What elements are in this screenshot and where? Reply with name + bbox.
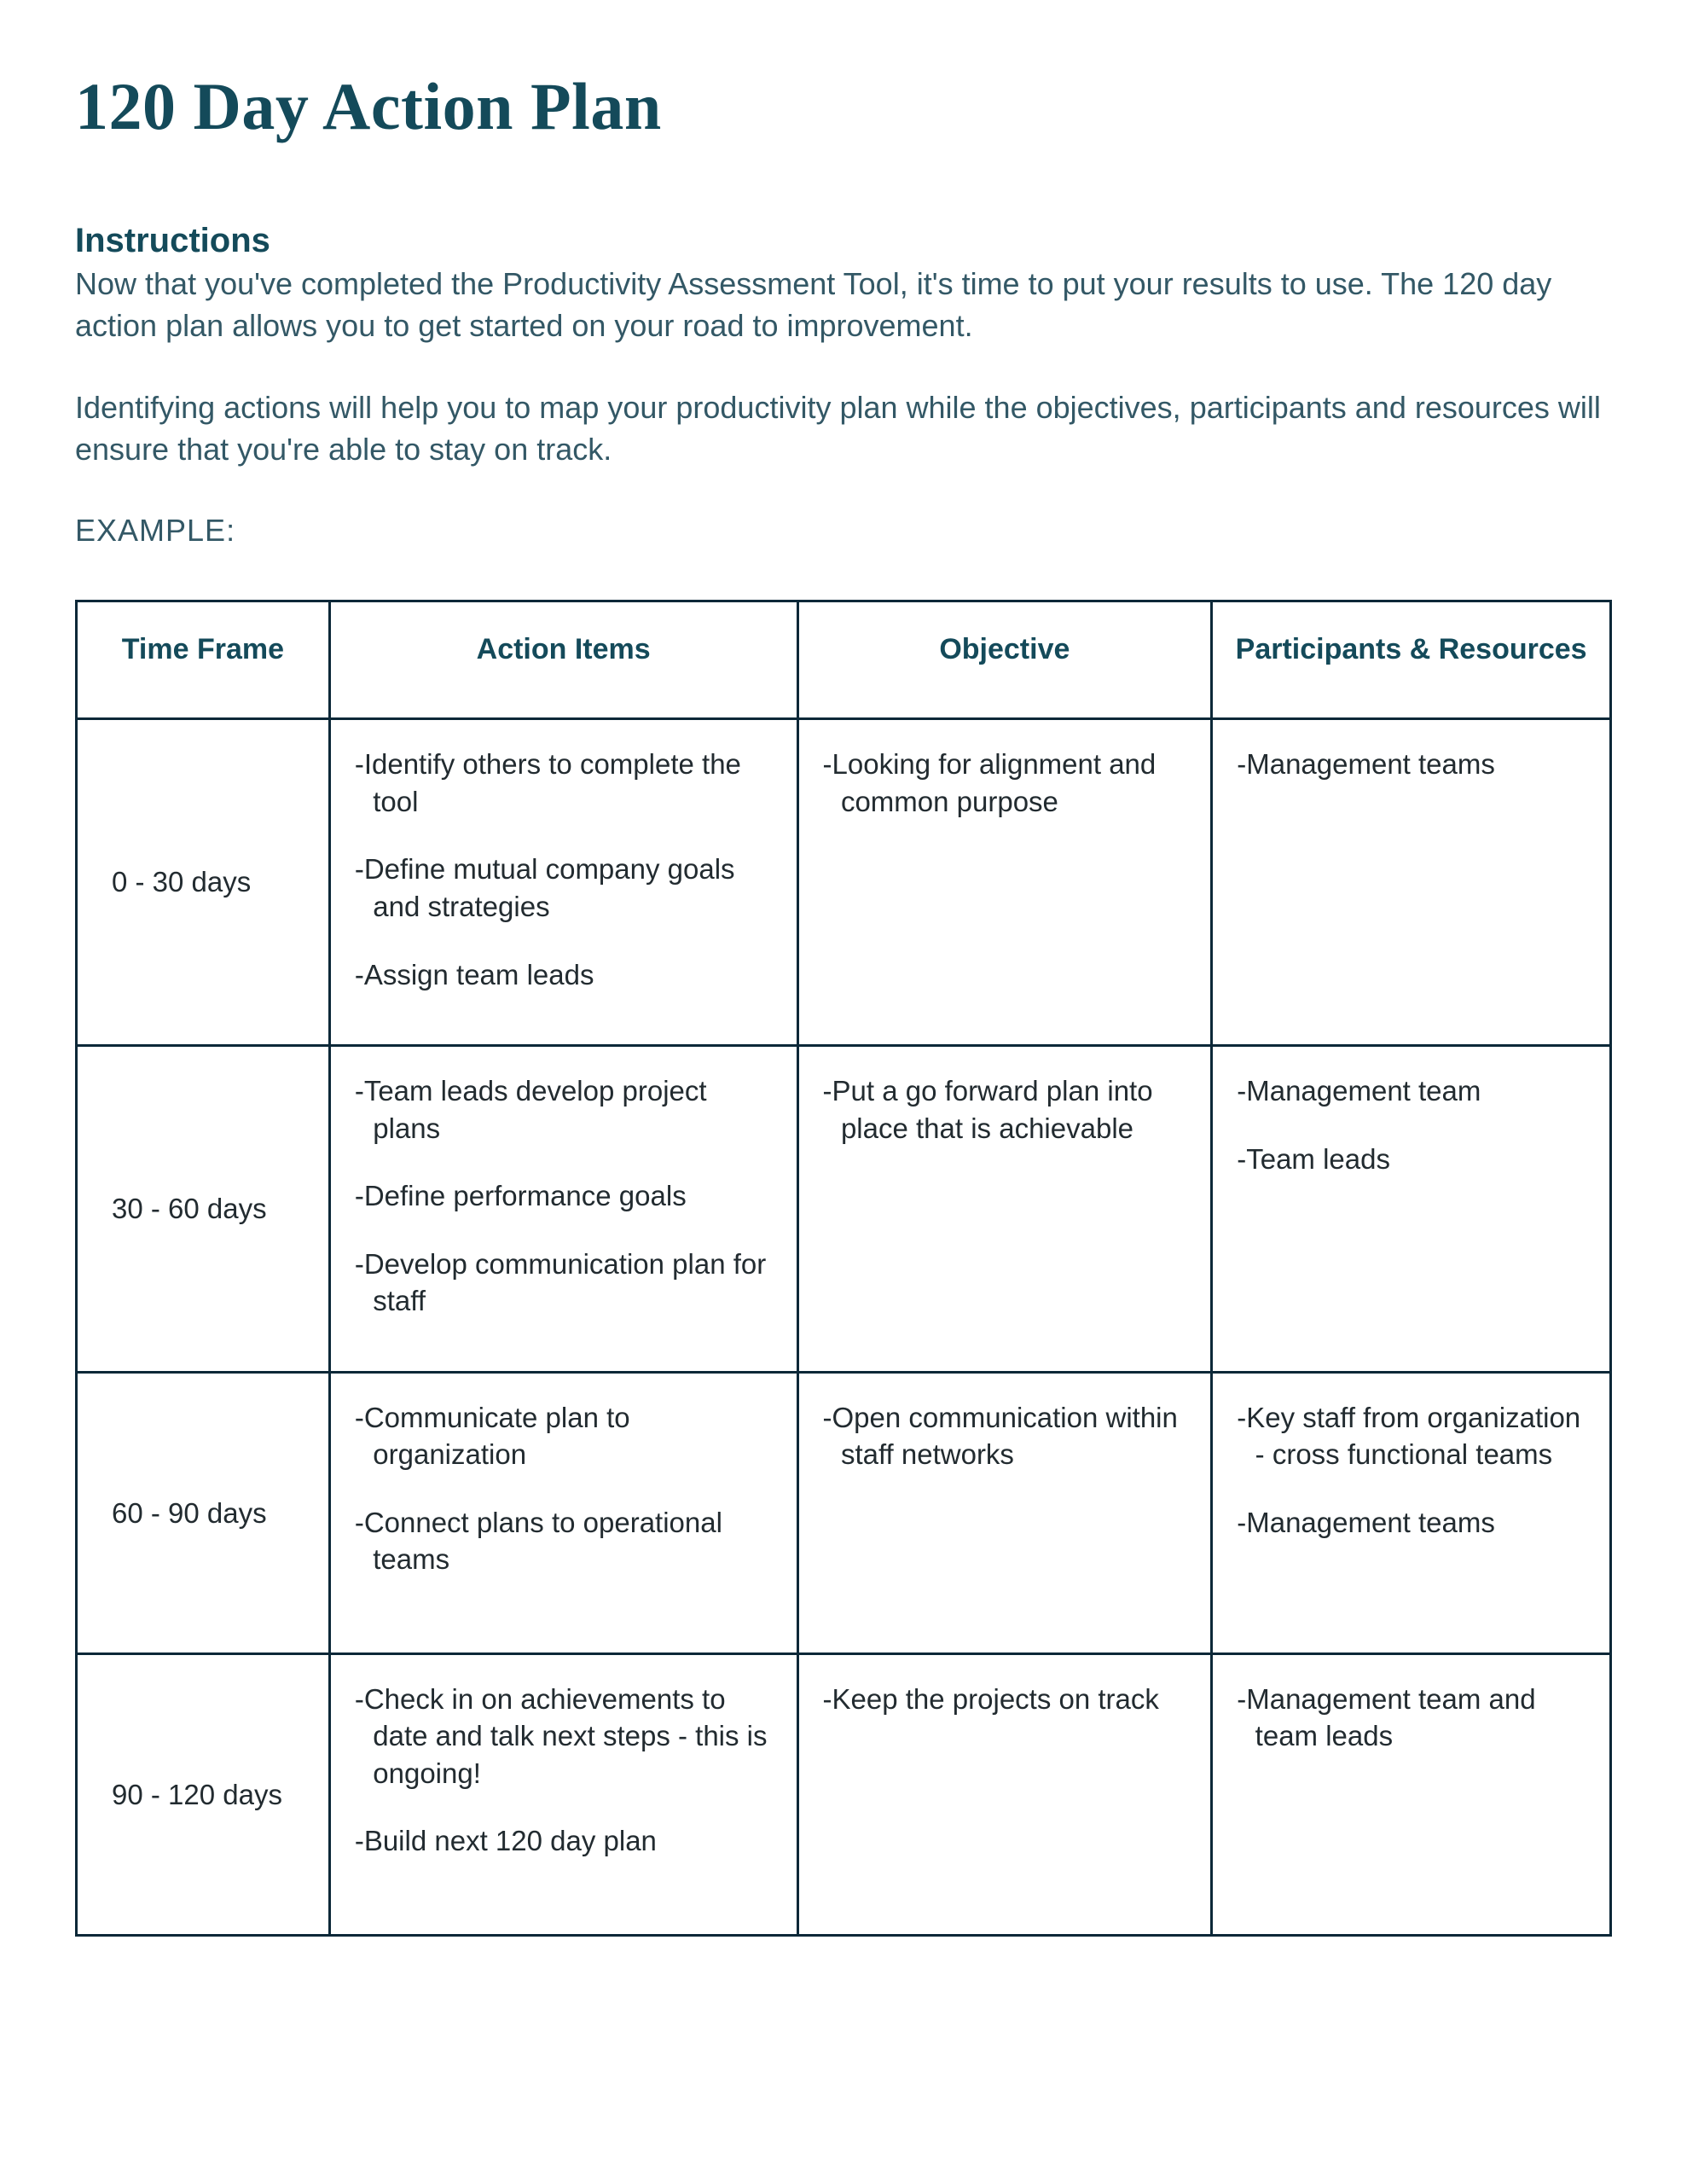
document-page: 120 Day Action Plan Instructions Now tha… bbox=[0, 0, 1687, 2184]
list-item: -Assign team leads bbox=[355, 956, 773, 994]
col-header-action-items: Action Items bbox=[329, 601, 797, 719]
cell-timeframe: 90 - 120 days bbox=[77, 1653, 330, 1935]
instructions-body: Now that you've completed the Productivi… bbox=[75, 264, 1612, 470]
list-item: -Define mutual company goals and strateg… bbox=[355, 851, 773, 925]
cell-participants: -Key staff from organization - cross fun… bbox=[1212, 1372, 1611, 1653]
cell-action-items: -Check in on achievements to date and ta… bbox=[329, 1653, 797, 1935]
page-title: 120 Day Action Plan bbox=[75, 68, 1612, 145]
table-row: 60 - 90 days-Communicate plan to organiz… bbox=[77, 1372, 1611, 1653]
action-plan-table: Time Frame Action Items Objective Partic… bbox=[75, 600, 1612, 1936]
table-header-row: Time Frame Action Items Objective Partic… bbox=[77, 601, 1611, 719]
list-item: -Connect plans to operational teams bbox=[355, 1504, 773, 1578]
col-header-participants: Participants & Resources bbox=[1212, 601, 1611, 719]
cell-timeframe: 0 - 30 days bbox=[77, 719, 330, 1046]
cell-action-items: -Team leads develop project plans -Define… bbox=[329, 1046, 797, 1373]
list-item: -Identify others to complete the tool bbox=[355, 746, 773, 820]
list-item: -Looking for alignment and common purpos… bbox=[823, 746, 1187, 820]
cell-objective: -Keep the projects on track bbox=[797, 1653, 1212, 1935]
cell-action-items: -Identify others to complete the tool -De… bbox=[329, 719, 797, 1046]
table-row: 90 - 120 days-Check in on achievements t… bbox=[77, 1653, 1611, 1935]
list-item: -Build next 120 day plan bbox=[355, 1822, 773, 1860]
list-item: -Put a go forward plan into place that i… bbox=[823, 1072, 1187, 1147]
list-item: -Develop communication plan for staff bbox=[355, 1246, 773, 1320]
list-item: -Management team and team leads bbox=[1237, 1681, 1586, 1755]
cell-objective: -Looking for alignment and common purpos… bbox=[797, 719, 1212, 1046]
col-header-objective: Objective bbox=[797, 601, 1212, 719]
cell-participants: -Management team -Team leads bbox=[1212, 1046, 1611, 1373]
cell-timeframe: 60 - 90 days bbox=[77, 1372, 330, 1653]
list-item: -Management teams bbox=[1237, 1504, 1586, 1542]
cell-action-items: -Communicate plan to organization -Connec… bbox=[329, 1372, 797, 1653]
list-item: -Keep the projects on track bbox=[823, 1681, 1187, 1718]
list-item: -Define performance goals bbox=[355, 1177, 773, 1215]
instructions-para-1: Now that you've completed the Productivi… bbox=[75, 264, 1612, 346]
example-label: EXAMPLE: bbox=[75, 513, 1612, 549]
cell-objective: -Put a go forward plan into place that i… bbox=[797, 1046, 1212, 1373]
list-item: -Check in on achievements to date and ta… bbox=[355, 1681, 773, 1792]
list-item: -Communicate plan to organization bbox=[355, 1399, 773, 1473]
list-item: -Management team bbox=[1237, 1072, 1586, 1110]
list-item: -Management teams bbox=[1237, 746, 1586, 783]
instructions-heading: Instructions bbox=[75, 222, 1612, 260]
col-header-timeframe: Time Frame bbox=[77, 601, 330, 719]
cell-participants: -Management teams bbox=[1212, 719, 1611, 1046]
list-item: -Open communication within staff network… bbox=[823, 1399, 1187, 1473]
list-item: -Key staff from organization - cross fun… bbox=[1237, 1399, 1586, 1473]
table-row: 0 - 30 days-Identify others to complete … bbox=[77, 719, 1611, 1046]
cell-participants: -Management team and team leads bbox=[1212, 1653, 1611, 1935]
instructions-para-2: Identifying actions will help you to map… bbox=[75, 387, 1612, 470]
list-item: -Team leads bbox=[1237, 1141, 1586, 1178]
cell-timeframe: 30 - 60 days bbox=[77, 1046, 330, 1373]
table-row: 30 - 60 days-Team leads develop project … bbox=[77, 1046, 1611, 1373]
cell-objective: -Open communication within staff network… bbox=[797, 1372, 1212, 1653]
list-item: -Team leads develop project plans bbox=[355, 1072, 773, 1147]
